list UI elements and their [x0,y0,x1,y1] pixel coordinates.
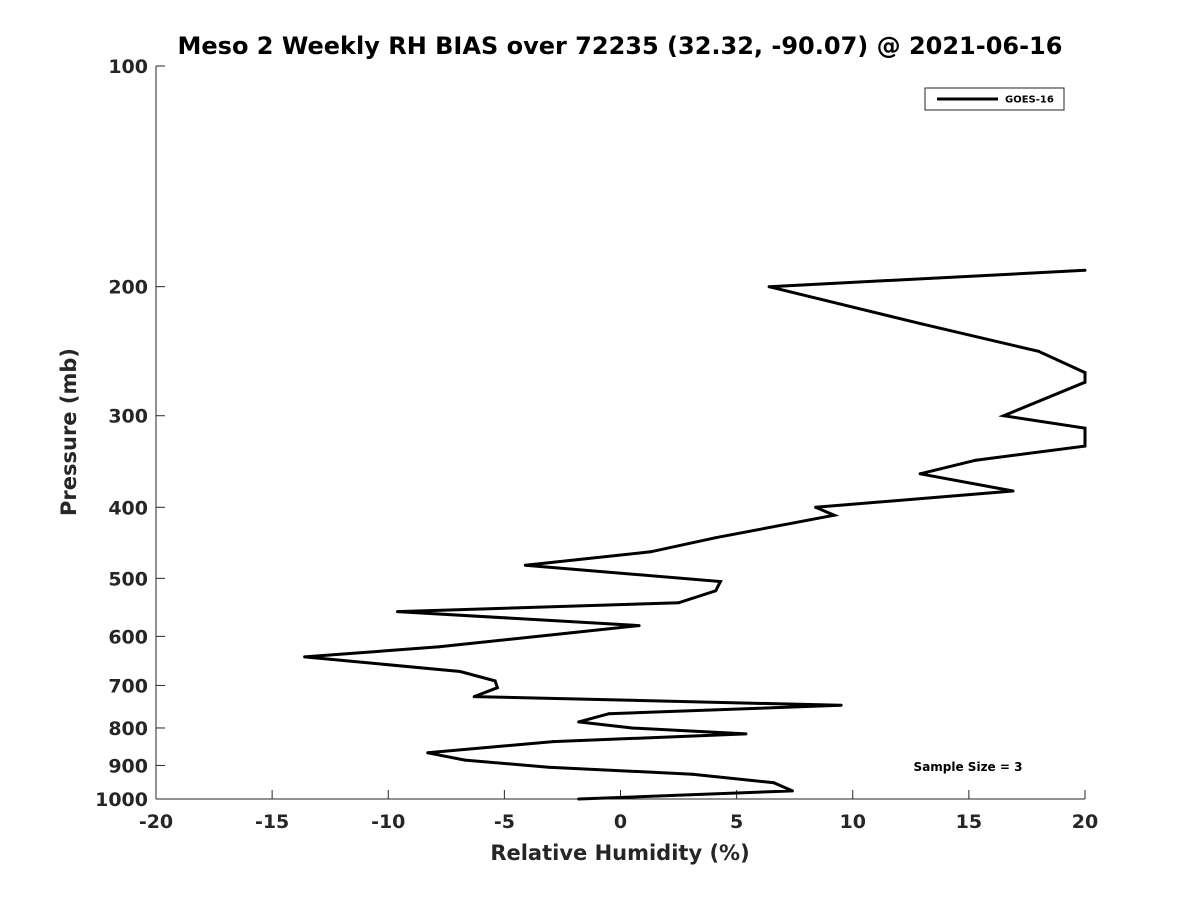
series-point [1083,444,1087,448]
series-point [523,563,527,567]
series-point [767,285,771,289]
x-axis-label: Relative Humidity (%) [490,841,749,865]
series-point [396,610,399,614]
series-point [772,781,776,785]
plot-area [303,268,1087,801]
y-tick-label: 600 [108,626,148,648]
series-point [1083,426,1087,430]
y-tick-label: 200 [108,277,148,299]
series-point [1083,268,1087,272]
y-tick-label: 1000 [95,789,148,811]
series-point [630,726,634,730]
series-point [426,751,430,755]
series-point [577,797,581,801]
series-point [577,720,581,724]
series-point [714,589,718,593]
x-tick-label: 10 [840,811,866,833]
series-point [1011,489,1015,493]
series-point [814,505,818,509]
y-tick-label: 400 [108,497,148,519]
series-point [677,601,681,605]
x-ticks: -20 -15 -10 -5 0 5 10 15 20 [139,790,1098,833]
chart-title: Meso 2 Weekly RH BIAS over 72235 (32.32,… [178,32,1063,60]
series-point [790,789,794,793]
x-tick-label: 20 [1072,811,1098,833]
y-tick-label: 700 [108,675,148,697]
series-point [551,740,555,744]
legend: GOES-16 [924,87,1065,111]
series-point [607,712,611,716]
series-points-goes16 [303,268,1087,801]
y-ticks: 100 200 300 400 500 600 700 800 900 1000 [95,56,165,811]
y-tick-label: 300 [108,406,148,428]
series-point [1083,380,1087,384]
x-tick-label: -20 [139,811,173,833]
x-tick-label: 5 [730,811,743,833]
sample-size-annotation: Sample Size = 3 [914,760,1023,774]
series-point [714,536,718,540]
series-point [839,703,843,707]
y-tick-label: 500 [108,568,148,590]
series-point [303,655,307,659]
series-point [458,670,462,673]
x-tick-label: -15 [255,811,289,833]
series-point [547,765,550,769]
series-point [493,679,497,683]
x-tick-label: 0 [614,811,627,833]
x-tick-label: -5 [494,811,515,833]
series-point [1037,349,1040,353]
x-tick-label: 15 [956,811,982,833]
x-tick-label: -10 [371,811,405,833]
series-point [920,322,924,326]
series-point [649,550,653,554]
series-point [1083,371,1087,375]
series-point [974,458,978,462]
y-axis-label: Pressure (mb) [57,348,81,516]
series-point [918,472,922,476]
series-point [691,772,694,776]
series-point [637,624,641,628]
y-tick-label: 900 [108,755,148,777]
series-point [1002,414,1006,418]
series-point [437,645,441,649]
y-tick-label: 800 [108,718,148,740]
y-tick-label: 100 [108,56,148,78]
series-point [472,695,476,699]
series-point [463,758,467,762]
series-point [718,580,722,583]
series-point [495,686,499,690]
series-point [832,513,836,517]
series-point [744,732,748,736]
legend-label-goes16: GOES-16 [1005,95,1054,106]
